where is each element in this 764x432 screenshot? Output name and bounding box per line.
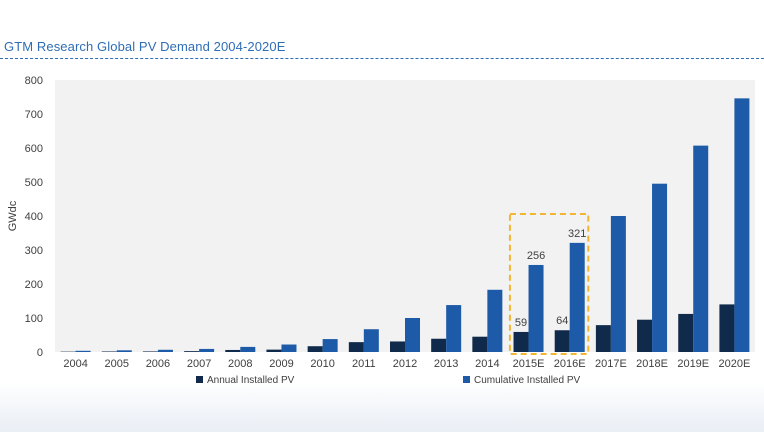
- legend-label-cumulative: Cumulative Installed PV: [474, 375, 580, 386]
- bar-cumulative-2011: [363, 329, 379, 352]
- bar-annual-2017E: [595, 325, 611, 352]
- y-tick-label: 0: [37, 347, 43, 359]
- bar-cumulative-2012: [405, 318, 420, 352]
- bar-cumulative-2014: [487, 289, 503, 352]
- x-tick-label: 2017E: [595, 358, 627, 370]
- bar-annual-2019E: [678, 313, 694, 352]
- plot-background: [55, 80, 755, 352]
- bar-cumulative-2010: [322, 339, 338, 352]
- bar-annual-2008: [225, 349, 241, 352]
- data-label: 321: [568, 228, 586, 240]
- y-tick-label: 400: [25, 211, 43, 223]
- data-label: 59: [515, 317, 527, 329]
- title-divider: [0, 58, 764, 59]
- y-tick-label: 100: [25, 313, 43, 325]
- y-tick-label: 700: [25, 109, 43, 121]
- y-tick-label: 500: [25, 177, 43, 189]
- bar-annual-2018E: [637, 319, 653, 352]
- x-tick-label: 2007: [187, 358, 211, 370]
- x-axis: 2004 2005 2006 2007 2008 2009 2010 2011 2012 2013…: [63, 358, 750, 370]
- bar-cumulative-2005: [116, 350, 132, 352]
- bar-cumulative-2015E: [528, 264, 544, 352]
- bar-cumulative-2007: [199, 348, 215, 352]
- y-tick-label: 300: [25, 245, 43, 257]
- bar-annual-2013: [431, 338, 447, 352]
- bar-annual-2006: [142, 351, 158, 352]
- bar-cumulative-2019E: [693, 145, 709, 352]
- bar-cumulative-2018E: [652, 183, 668, 352]
- bar-annual-2014: [472, 336, 488, 352]
- x-tick-label: 2016E: [554, 358, 586, 370]
- data-label: 64: [556, 315, 568, 327]
- legend: Annual Installed PV Cumulative Installed…: [196, 375, 580, 386]
- bars: [60, 98, 750, 352]
- x-tick-label: 2013: [434, 358, 458, 370]
- bar-annual-2012: [390, 341, 405, 352]
- x-tick-label: 2012: [393, 358, 417, 370]
- x-tick-label: 2005: [105, 358, 129, 370]
- x-tick-label: 2010: [310, 358, 334, 370]
- bar-cumulative-2006: [157, 349, 173, 352]
- x-tick-label: 2006: [146, 358, 170, 370]
- bar-annual-2007: [184, 351, 200, 352]
- bar-annual-2009: [266, 349, 282, 352]
- y-axis: 0 100 200 300 400 500 600 700 800: [25, 75, 43, 359]
- chart-title: GTM Research Global PV Demand 2004-2020E: [4, 39, 286, 54]
- y-tick-label: 800: [25, 75, 43, 87]
- x-tick-label: 2020E: [719, 358, 751, 370]
- y-tick-label: 600: [25, 143, 43, 155]
- bar-cumulative-2004: [75, 350, 91, 352]
- bar-cumulative-2009: [281, 344, 297, 352]
- x-tick-label: 2015E: [513, 358, 545, 370]
- legend-swatch-cumulative: [463, 376, 470, 383]
- bar-annual-2005: [101, 351, 117, 352]
- legend-swatch-annual: [196, 376, 203, 383]
- bar-cumulative-2017E: [610, 216, 626, 352]
- y-tick-label: 200: [25, 279, 43, 291]
- data-label: 256: [527, 250, 545, 262]
- bar-cumulative-2008: [240, 346, 256, 352]
- y-axis-label: GWdc: [7, 200, 19, 231]
- x-tick-label: 2009: [269, 358, 293, 370]
- x-tick-label: 2018E: [636, 358, 668, 370]
- bar-cumulative-2016E: [569, 242, 585, 352]
- x-tick-label: 2014: [475, 358, 499, 370]
- bar-annual-2011: [348, 342, 364, 352]
- bar-annual-2015E: [513, 331, 529, 352]
- bar-cumulative-2020E: [734, 98, 750, 352]
- bottom-fade: [0, 382, 764, 432]
- x-tick-label: 2008: [228, 358, 252, 370]
- legend-label-annual: Annual Installed PV: [207, 375, 295, 386]
- x-tick-label: 2004: [63, 358, 87, 370]
- bar-annual-2020E: [719, 304, 735, 352]
- x-tick-label: 2019E: [677, 358, 709, 370]
- bar-annual-2010: [307, 346, 323, 352]
- data-labels: 59 256 64 321: [515, 228, 586, 329]
- bar-annual-2016E: [554, 330, 570, 352]
- x-tick-label: 2011: [352, 358, 376, 370]
- bar-cumulative-2013: [446, 305, 462, 352]
